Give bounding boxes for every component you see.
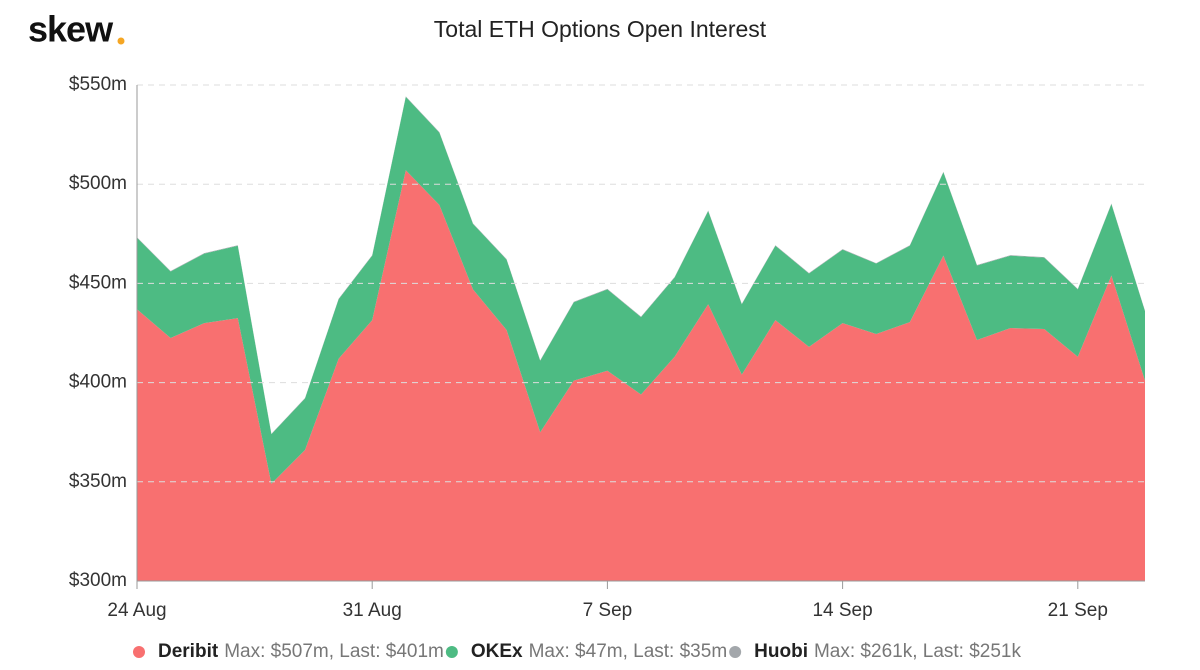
legend-name: OKEx (471, 641, 523, 662)
brand-dot (117, 37, 125, 45)
y-tick-label: $550m (69, 74, 127, 95)
x-tick-label: 31 Aug (343, 600, 402, 621)
legend-name: Deribit (158, 641, 219, 662)
legend-swatch (445, 646, 458, 658)
x-tick-label: 21 Sep (1048, 600, 1108, 621)
legend-swatch (729, 646, 742, 658)
legend-swatch (133, 646, 145, 658)
legend-entry: Huobi Max: $261k, Last: $251k (754, 641, 1021, 662)
legend-detail: Max: $47m, Last: $35m (529, 641, 728, 662)
legend-detail: Max: $507m, Last: $401m (224, 641, 444, 662)
brand-logo: skew (28, 9, 114, 50)
area (137, 96, 1145, 484)
y-tick-label: $500m (69, 173, 127, 194)
area (137, 170, 1145, 581)
x-tick-label: 14 Sep (812, 600, 872, 621)
y-tick-label: $400m (69, 372, 127, 393)
legend-name: Huobi (754, 641, 808, 662)
y-tick-label: $300m (69, 570, 127, 591)
legend-detail: Max: $261k, Last: $251k (814, 641, 1022, 662)
legend-entry: OKEx Max: $47m, Last: $35m (471, 641, 727, 662)
y-tick-label: $350m (69, 471, 127, 492)
y-tick-label: $450m (69, 272, 127, 293)
legend-entry: Deribit Max: $507m, Last: $401m (158, 641, 444, 662)
x-tick-label: 7 Sep (583, 600, 633, 621)
chart-title: Total ETH Options Open Interest (434, 16, 767, 42)
x-tick-label: 24 Aug (107, 600, 166, 621)
